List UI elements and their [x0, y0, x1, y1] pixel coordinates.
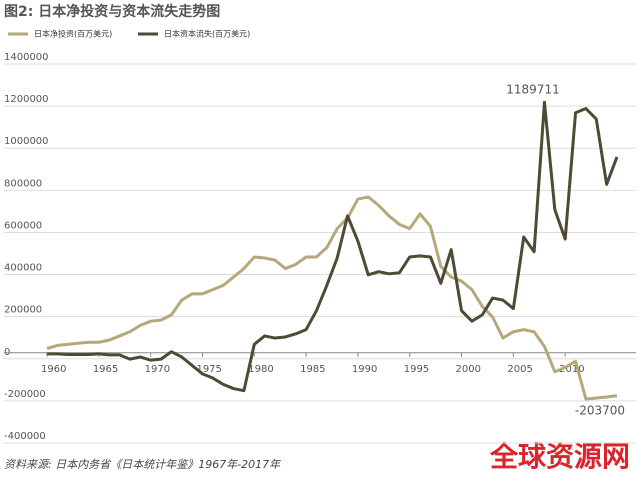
source: 资料来源: 日本内务省《日本统计年鉴》1967年-2017年 [4, 458, 281, 471]
annotation: -203700 [575, 404, 625, 418]
x-tick-label: 2010 [559, 364, 584, 375]
x-tick-label: 1970 [145, 364, 170, 375]
legend-label: 日本净投资(百万美元) [34, 29, 112, 39]
y-tick-label: 1400000 [4, 52, 49, 63]
x-tick-label: 2005 [507, 364, 532, 375]
series-line [47, 100, 619, 393]
x-tick-label: 1995 [404, 364, 429, 375]
y-tick-label: 200000 [4, 305, 42, 316]
annotation: 1189711 [506, 83, 559, 97]
chart-title: 图2: 日本净投资与资本流失走势图 [4, 3, 220, 20]
y-tick-label: 400000 [4, 263, 42, 274]
y-tick-label: 1200000 [4, 94, 49, 105]
y-tick-label: 600000 [4, 220, 42, 231]
x-tick-label: 1990 [352, 364, 377, 375]
y-tick-label: -400000 [4, 431, 46, 442]
x-tick-label: 1960 [41, 364, 66, 375]
legend-label: 日本资本流失(百万美元) [164, 29, 250, 39]
series-line [46, 195, 618, 401]
x-tick-label: 1975 [196, 364, 221, 375]
x-tick-label: 2000 [456, 364, 481, 375]
watermark: 全球资源网 [489, 440, 630, 473]
x-tick-label: 1985 [300, 364, 325, 375]
y-tick-label: -200000 [4, 389, 46, 400]
y-tick-label: 1000000 [4, 136, 49, 147]
x-tick-label: 1980 [248, 364, 273, 375]
x-tick-label: 1965 [93, 364, 118, 375]
y-tick-label: 800000 [4, 178, 42, 189]
